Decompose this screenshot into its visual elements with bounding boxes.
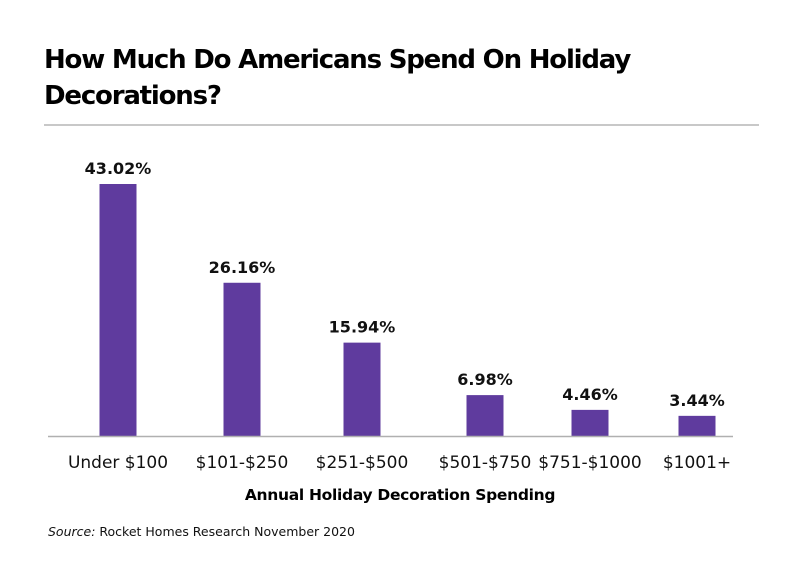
labels-layer: 43.02% Under $100 26.16% $101-$250 15.94% $25… xyxy=(68,159,731,473)
value-label: 15.94% xyxy=(329,318,396,337)
source-text: Rocket Homes Research November 2020 xyxy=(99,524,355,539)
bar-2 xyxy=(343,342,381,436)
bar-chart: 43.02% Under $100 26.16% $101-$250 15.94% $25… xyxy=(48,159,733,504)
bar-5 xyxy=(678,415,716,436)
source-note: Source: Rocket Homes Research November 2… xyxy=(48,524,355,539)
bar-3 xyxy=(466,395,504,436)
category-label: $501-$750 xyxy=(439,453,532,473)
bar-1 xyxy=(223,282,261,436)
value-label: 43.02% xyxy=(85,159,152,178)
title-divider xyxy=(44,124,759,126)
category-label: $1001+ xyxy=(663,453,731,473)
category-label: $101-$250 xyxy=(196,453,289,473)
chart-title: How Much Do Americans Spend On Holiday D… xyxy=(44,45,631,111)
value-label: 26.16% xyxy=(209,258,276,277)
category-label: $251-$500 xyxy=(316,453,409,473)
x-axis-title: Annual Holiday Decoration Spending xyxy=(245,486,555,504)
source-label: Source: xyxy=(48,524,96,539)
bar-0 xyxy=(99,184,137,436)
category-label: Under $100 xyxy=(68,453,168,473)
category-label: $751-$1000 xyxy=(538,453,641,473)
bar-4 xyxy=(571,409,609,436)
value-label: 4.46% xyxy=(562,385,618,404)
value-label: 3.44% xyxy=(669,391,725,410)
value-label: 6.98% xyxy=(457,370,513,389)
bars-layer xyxy=(99,184,716,436)
